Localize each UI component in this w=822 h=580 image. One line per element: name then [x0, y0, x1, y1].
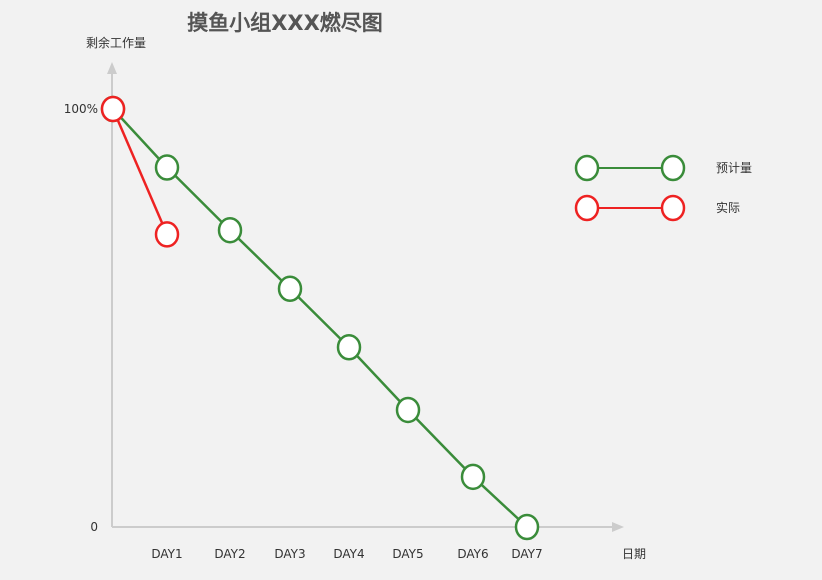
x-tick-label: DAY2 [214, 547, 245, 561]
y-axis-arrow [107, 62, 117, 74]
data-point [154, 221, 180, 248]
x-axis-label: 日期 [622, 547, 646, 561]
x-tick-label: DAY3 [274, 547, 305, 561]
axes [107, 62, 624, 532]
series-line [112, 108, 528, 528]
series-group [100, 95, 540, 541]
legend-marker [660, 194, 686, 222]
legend-marker [574, 154, 600, 182]
x-axis-arrow [612, 522, 624, 532]
legend-item: 预计量 [574, 154, 752, 182]
data-point [514, 513, 540, 541]
y-tick-label: 100% [64, 102, 98, 116]
data-point [154, 154, 180, 181]
data-point [217, 216, 243, 244]
data-point [277, 275, 303, 302]
data-point [336, 334, 362, 361]
legend-marker [574, 194, 600, 222]
series-1 [100, 95, 540, 541]
x-tick-label: DAY5 [392, 547, 423, 561]
legend-label: 实际 [716, 200, 740, 215]
legend-item: 实际 [574, 194, 740, 222]
data-point [460, 463, 486, 491]
x-tick-label: DAY6 [457, 547, 488, 561]
x-tick-label: DAY4 [333, 547, 364, 561]
y-tick-label: 0 [90, 520, 98, 534]
x-tick-label: DAY1 [151, 547, 182, 561]
series-line [111, 108, 169, 235]
y-axis-label: 剩余工作量 [86, 35, 146, 50]
data-point [395, 396, 421, 424]
series-2 [100, 95, 180, 248]
chart-title: 摸鱼小组XXX燃尽图 [187, 11, 383, 35]
axis-ticks: 100% 0 DAY1 DAY2 DAY3 DAY4 DAY5 DAY6 DAY7 [64, 102, 543, 561]
x-tick-label: DAY7 [511, 547, 542, 561]
data-point [100, 95, 126, 123]
legend-label: 预计量 [716, 161, 752, 175]
legend-marker [660, 154, 686, 182]
